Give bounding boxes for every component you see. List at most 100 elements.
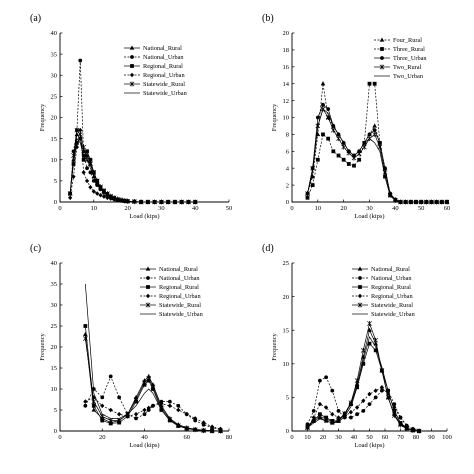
legend-marker (380, 47, 384, 51)
data-point (184, 411, 189, 417)
x-tick-label: 20 (340, 205, 347, 212)
y-tick-label: 25 (283, 260, 290, 267)
data-point (315, 157, 320, 162)
legend-marker (146, 285, 150, 289)
data-point (367, 341, 372, 346)
x-tick-label: 20 (124, 205, 131, 212)
data-point (305, 422, 310, 427)
data-point (100, 418, 105, 423)
data-point (360, 347, 366, 353)
y-tick-label: 5 (286, 395, 289, 402)
series-line (69, 129, 196, 203)
series-Regional_Urban (83, 395, 223, 432)
legend: National_Rural National_Urban Regional_Rur… (352, 266, 416, 318)
legend-marker (357, 302, 363, 308)
y-tick-label: 0 (54, 428, 57, 435)
y-tick-label: 16 (283, 64, 290, 71)
legend: National_Rural National_Urban Regional_Rur… (140, 266, 204, 318)
data-point (361, 398, 366, 404)
data-point (380, 388, 384, 393)
x-tick-label: 40 (192, 205, 199, 212)
y-tick-label: 20 (51, 115, 58, 122)
data-point (210, 424, 215, 430)
data-point (184, 425, 190, 431)
x-tick-label: 80 (226, 434, 233, 441)
series-Statewide_Urban (69, 137, 196, 203)
data-point (305, 195, 310, 200)
legend-label: National_Rural (159, 266, 198, 273)
y-tick-label: 14 (283, 81, 290, 88)
legend-marker (379, 64, 385, 70)
data-point (91, 178, 96, 183)
panel-label: (b) (262, 13, 274, 24)
legend-label: Statewide_Rural (159, 302, 201, 309)
legend-label: Regional_Urban (159, 293, 201, 300)
x-tick-label: 10 (315, 205, 322, 212)
legend-marker (129, 72, 135, 78)
legend-marker (380, 56, 384, 60)
data-point (318, 378, 322, 383)
legend-marker (357, 293, 363, 299)
x-tick-label: 0 (58, 205, 61, 212)
legend-label: Three_Rural (393, 46, 425, 53)
x-axis-label: Load (kips) (129, 442, 159, 449)
x-tick-label: 10 (304, 434, 311, 441)
data-point (81, 144, 87, 150)
data-point (346, 162, 351, 166)
x-tick-label: 50 (418, 205, 425, 212)
data-point (146, 405, 151, 411)
x-tick-label: 100 (442, 434, 452, 441)
legend-label: National_Urban (143, 54, 184, 61)
series-line (69, 137, 196, 203)
data-point (372, 128, 377, 133)
series-National_Urban (305, 375, 421, 433)
legend: National_Rural National_Urban Regional_Rur… (124, 45, 188, 97)
series-Statewide_Rural (305, 320, 422, 434)
data-point (100, 403, 105, 409)
series-line (85, 283, 221, 432)
data-point (372, 131, 378, 137)
data-point (367, 320, 372, 326)
legend-marker (130, 55, 134, 59)
data-point (71, 153, 76, 159)
data-point (175, 423, 181, 429)
data-point (372, 81, 377, 86)
legend-label: Four_Rural (393, 37, 422, 44)
data-point (373, 348, 378, 353)
data-point (83, 336, 88, 342)
x-tick-label: 50 (226, 205, 233, 212)
y-tick-label: 25 (51, 323, 58, 330)
y-tick-label: 5 (54, 407, 57, 414)
data-point (108, 407, 113, 413)
data-point (117, 395, 122, 400)
data-point (176, 403, 181, 408)
series-Two_Rural (305, 106, 450, 205)
x-tick-label: 20 (320, 434, 327, 441)
y-axis-label: Frequency (39, 103, 46, 131)
legend-marker (130, 64, 134, 68)
series-Regional_Rural (68, 136, 198, 204)
data-point (176, 407, 181, 413)
data-point (373, 395, 378, 400)
y-tick-label: 15 (51, 365, 58, 372)
data-point (142, 380, 147, 386)
y-tick-label: 20 (51, 344, 58, 351)
data-point (342, 411, 348, 417)
y-tick-label: 8 (286, 132, 289, 139)
y-tick-label: 6 (286, 149, 290, 156)
x-tick-label: 20 (99, 434, 106, 441)
data-point (167, 399, 172, 404)
series-line (307, 83, 447, 203)
data-point (386, 391, 391, 397)
data-point (78, 127, 83, 133)
y-axis-label: Frequency (271, 103, 278, 131)
data-point (321, 132, 325, 137)
data-point (348, 409, 353, 415)
data-point (311, 408, 316, 413)
data-point (392, 402, 397, 407)
data-point (355, 405, 360, 410)
series-Statewide_Rural (83, 336, 223, 434)
x-tick-label: 50 (366, 434, 373, 441)
y-tick-label: 35 (51, 281, 58, 288)
y-tick-label: 30 (51, 302, 58, 309)
